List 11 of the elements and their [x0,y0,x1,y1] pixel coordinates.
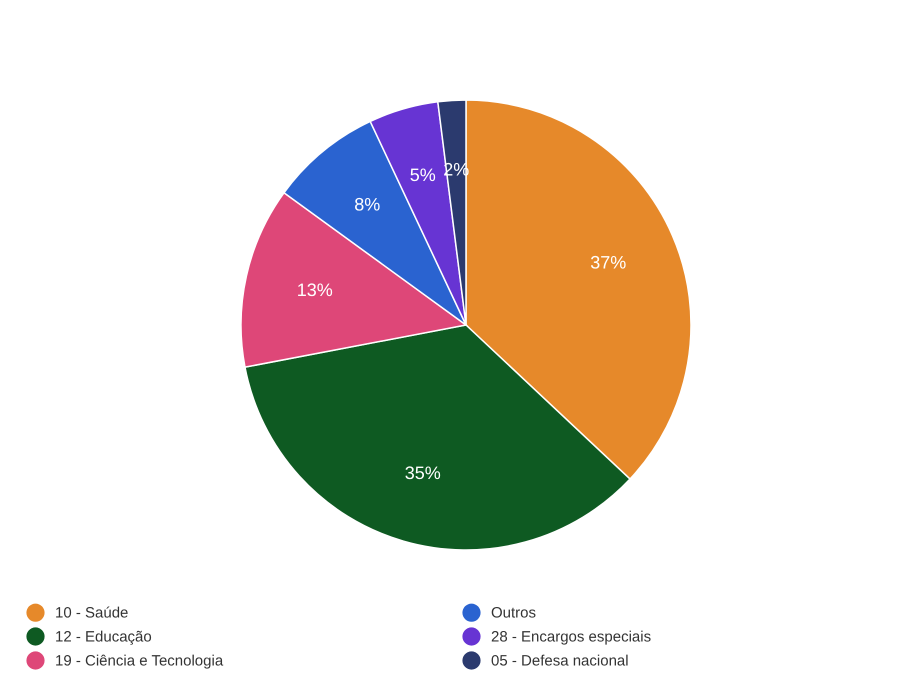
legend-label: 28 - Encargos especiais [491,628,652,646]
legend-label: Outros [491,604,536,622]
data-label: 37% [590,252,626,272]
data-label: 8% [354,194,380,215]
legend-label: 19 - Ciência e Tecnologia [55,652,224,670]
legend-label: 05 - Defesa nacional [491,652,629,670]
legend-label: 10 - Saúde [55,604,128,622]
data-label: 35% [404,462,441,483]
data-label: 13% [296,280,333,300]
legend-label: 12 - Educação [55,628,152,646]
data-label: 5% [410,165,436,186]
